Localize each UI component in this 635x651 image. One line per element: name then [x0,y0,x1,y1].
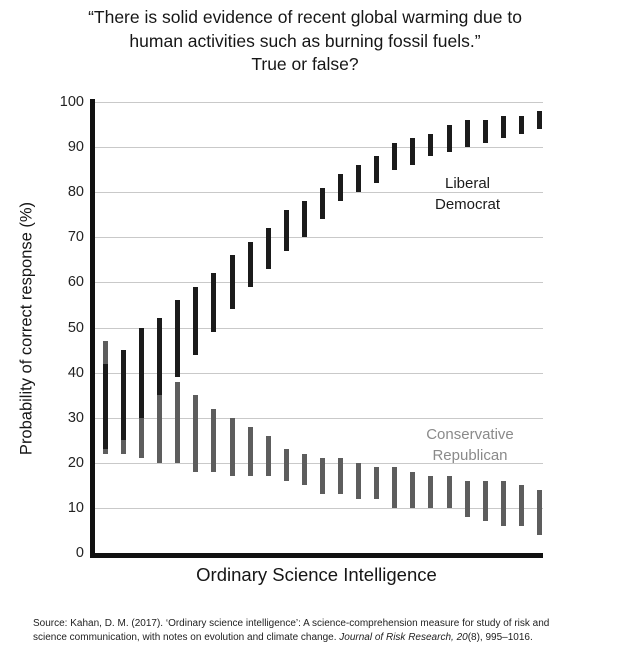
gridline [95,327,543,329]
legend-conservative-republican-line2: Republican [432,446,508,464]
ci-bar-liberal-democrat [121,350,127,441]
y-tick-label: 50 [67,319,84,336]
chart-title: “There is solid evidence of recent globa… [0,6,610,77]
gridline [95,147,543,149]
ci-bar-liberal-democrat [193,286,199,355]
ci-bar-liberal-democrat [410,138,416,166]
ci-bar-liberal-democrat [211,273,217,332]
ci-bar-conservative-republican [211,408,217,472]
y-tick-label: 30 [67,409,84,426]
ci-bar-liberal-democrat [392,142,398,170]
y-tick-label: 40 [67,364,84,381]
y-axis-line [90,99,95,558]
ci-bar-conservative-republican [247,426,253,477]
ci-bar-conservative-republican [374,467,380,499]
ci-bar-liberal-democrat [536,111,542,130]
ci-bar-liberal-democrat [464,120,470,148]
ci-bar-liberal-democrat [500,115,506,139]
ci-bar-conservative-republican [446,476,452,508]
ci-bar-liberal-democrat [247,241,253,287]
ci-bar-liberal-democrat [482,120,488,143]
ci-bar-liberal-democrat [518,115,524,134]
chart-plot-area [90,102,543,553]
ci-bar-liberal-democrat [356,165,362,193]
ci-bar-liberal-democrat [229,255,235,310]
y-tick-label: 90 [67,139,84,156]
ci-bar-conservative-republican [518,485,524,526]
chart-title-line2: human activities such as burning fossil … [129,30,481,51]
ci-bar-conservative-republican [392,467,398,508]
gridline [95,462,543,464]
gridline [95,282,543,284]
y-axis-tick-labels: 0 10 20 30 40 50 60 70 80 90 100 [38,0,84,600]
y-tick-label: 10 [67,499,84,516]
y-tick-label: 100 [59,94,84,110]
y-tick-label: 20 [67,454,84,471]
ci-bar-conservative-republican [428,476,434,508]
ci-bar-conservative-republican [283,449,289,481]
gridline [95,192,543,194]
ci-bar-conservative-republican [319,458,325,495]
legend-liberal-democrat-line2: Democrat [434,195,501,213]
ci-bar-conservative-republican [356,462,362,499]
y-tick-label: 60 [67,274,84,291]
ci-bar-conservative-republican [301,453,307,486]
legend-conservative-republican-line1: Conservative [426,426,514,443]
ci-bar-liberal-democrat [338,174,344,202]
source-citation-line1: Source: Kahan, D. M. (2017). ‘Ordinary s… [33,618,550,629]
legend-liberal-democrat: Liberal Democrat [405,174,530,215]
chart-title-line1: “There is solid evidence of recent globa… [88,7,522,27]
y-tick-label: 80 [67,184,84,201]
source-citation-journal: Journal of Risk Research, 20 [339,631,468,643]
ci-bar-conservative-republican [229,417,235,477]
gridline [95,102,543,103]
ci-bar-liberal-democrat [319,187,325,220]
ci-bar-liberal-democrat [301,201,307,238]
source-citation-line2: science communication, with notes on evo… [33,631,618,645]
ci-bar-conservative-republican [536,489,542,535]
ci-bar-liberal-democrat [446,124,452,152]
gridline [95,237,543,239]
ci-bar-liberal-democrat [428,133,434,157]
ci-bar-liberal-democrat [103,363,108,450]
ci-bar-liberal-democrat [157,318,163,396]
chart-title-line3: True or false? [251,54,359,74]
y-tick-label: 70 [67,229,84,246]
x-axis-title: Ordinary Science Intelligence [196,564,437,585]
ci-bar-conservative-republican [157,381,163,463]
ci-bar-conservative-republican [410,471,416,508]
ci-bar-liberal-democrat [283,210,289,251]
ci-bar-liberal-democrat [175,300,181,378]
y-axis-title: Probability of correct response (%) [17,201,36,456]
ci-bar-conservative-republican [464,480,470,517]
ci-bar-liberal-democrat [139,327,145,418]
legend-conservative-republican: Conservative Republican [395,425,545,466]
ci-bar-conservative-republican [500,480,506,526]
x-axis-line [90,553,543,558]
ci-bar-conservative-republican [338,458,344,495]
ci-bar-conservative-republican [193,395,199,472]
gridline [95,507,543,509]
source-citation-line2-post: (8), 995–1016. [467,631,533,643]
ci-bar-liberal-democrat [265,228,271,269]
gridline [95,417,543,419]
ci-bar-conservative-republican [482,480,488,522]
source-citation-line2-pre: science communication, with notes on evo… [33,631,340,643]
source-citation: Source: Kahan, D. M. (2017). ‘Ordinary s… [33,617,618,644]
y-tick-label: 0 [75,545,84,561]
ci-bar-liberal-democrat [374,156,380,184]
legend-liberal-democrat-line1: Liberal [444,175,491,192]
ci-bar-conservative-republican [175,381,181,463]
ci-bar-conservative-republican [265,435,271,477]
gridline [95,372,543,374]
